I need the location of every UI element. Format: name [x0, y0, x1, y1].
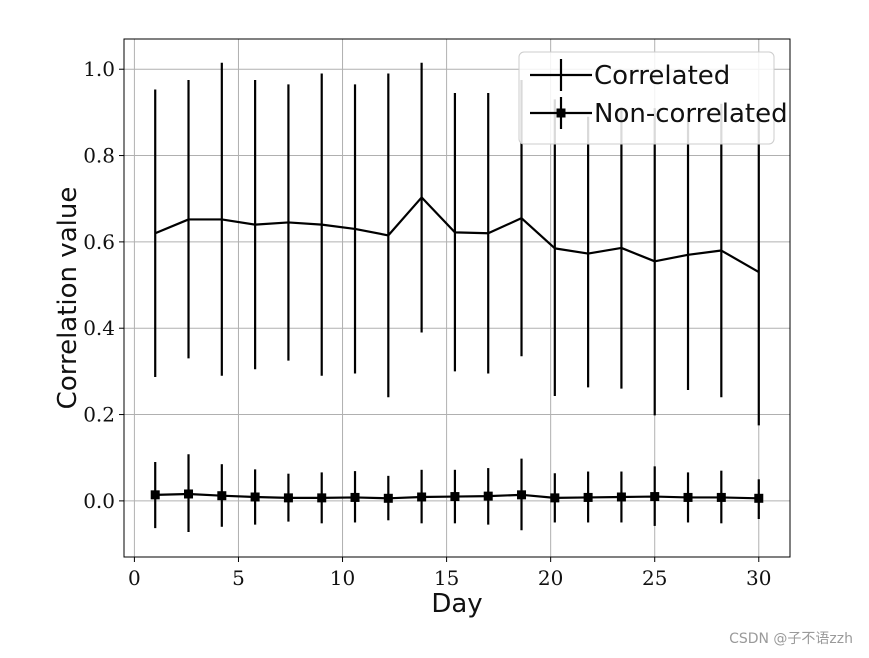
x-tick-label: 30	[746, 566, 771, 590]
watermark: CSDN @子不语zzh	[729, 631, 853, 647]
x-tick-label: 5	[232, 566, 245, 590]
data-point-marker	[650, 492, 660, 502]
y-tick-label: 0.2	[83, 403, 115, 427]
x-tick-label: 10	[330, 566, 355, 590]
legend-entry: Non-correlated	[530, 97, 788, 129]
legend-marker-swatch	[556, 108, 566, 118]
data-point-marker	[616, 492, 626, 502]
y-tick-label: 0.8	[83, 144, 115, 168]
y-axis-title: Correlation value	[53, 187, 83, 410]
data-point-marker	[250, 492, 260, 502]
data-point-marker	[150, 490, 160, 500]
y-tick-label: 0.6	[83, 230, 115, 254]
data-point-marker	[517, 490, 527, 500]
legend-entry: Correlated	[530, 59, 730, 91]
data-point-marker	[184, 489, 194, 499]
axis-ticks: 0 5 10 15 20 25 30 0.0 0.2 0.4 0.6 0.8 1.0	[83, 57, 771, 590]
y-tick-label: 1.0	[83, 57, 115, 81]
data-point-marker	[754, 493, 764, 503]
legend-label: Non-correlated	[594, 99, 788, 129]
x-tick-label: 0	[128, 566, 141, 590]
plot-series	[150, 62, 764, 532]
data-point-marker	[583, 492, 593, 502]
x-tick-label: 25	[642, 566, 667, 590]
legend: Correlated Non-correlated	[518, 51, 788, 145]
data-point-marker	[350, 492, 360, 502]
data-point-marker	[383, 493, 393, 503]
series-correlated	[154, 62, 760, 426]
data-point-marker	[317, 493, 327, 503]
data-point-marker	[450, 492, 460, 502]
x-axis-title: Day	[431, 589, 482, 619]
legend-label: Correlated	[594, 61, 730, 91]
data-point-marker	[483, 491, 493, 501]
plot-frame	[123, 38, 791, 558]
data-point-marker	[550, 493, 560, 503]
x-tick-label: 20	[538, 566, 563, 590]
data-point-marker	[417, 492, 427, 502]
y-tick-label: 0.0	[83, 489, 115, 513]
data-point-marker	[683, 492, 693, 502]
series-non-correlated	[150, 454, 764, 532]
data-point-marker	[283, 493, 293, 503]
y-tick-label: 0.4	[83, 316, 115, 340]
data-point-marker	[716, 492, 726, 502]
series-line	[154, 196, 760, 274]
x-tick-label: 15	[434, 566, 459, 590]
data-point-marker	[217, 491, 227, 501]
